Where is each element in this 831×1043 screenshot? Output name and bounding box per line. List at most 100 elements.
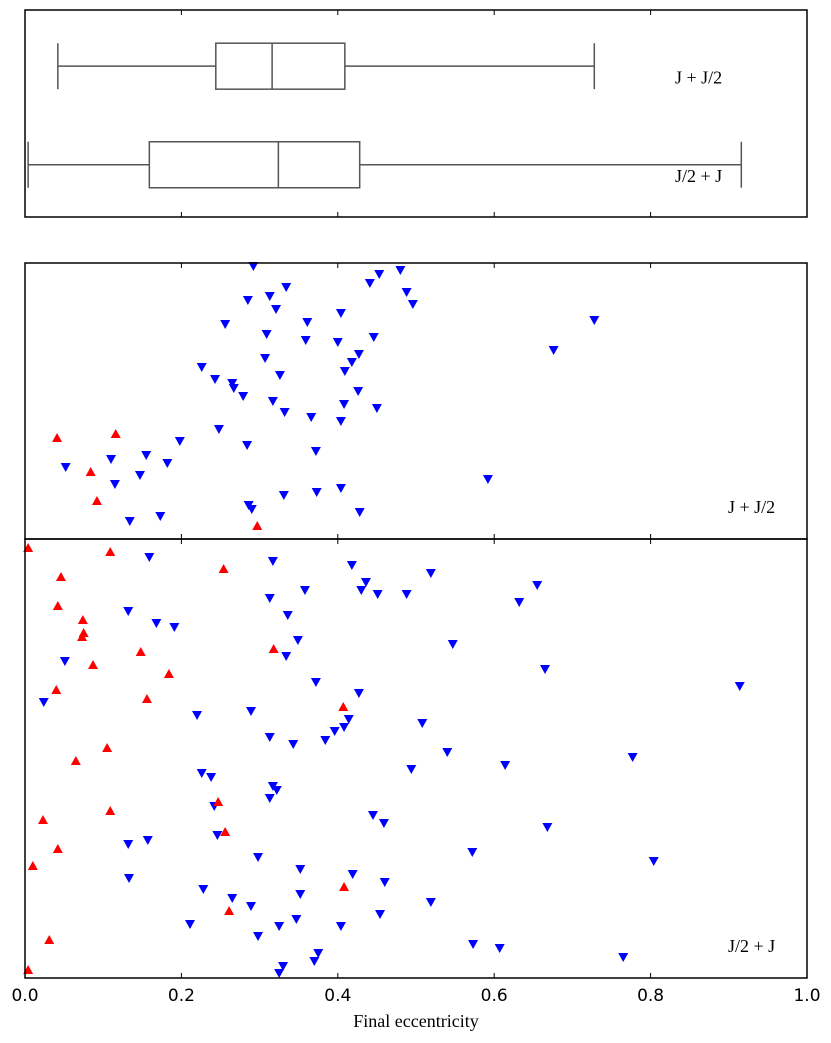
marker (252, 521, 263, 530)
marker (245, 902, 256, 911)
marker (212, 831, 223, 840)
marker (55, 572, 66, 581)
marker (248, 262, 259, 271)
marker (213, 797, 224, 806)
marker (210, 375, 221, 384)
marker (618, 953, 629, 962)
marker (627, 753, 638, 762)
marker (224, 906, 235, 915)
marker (196, 769, 207, 778)
marker (163, 669, 174, 678)
marker (268, 644, 279, 653)
marker (264, 794, 275, 803)
marker (335, 309, 346, 318)
marker (88, 660, 99, 669)
marker (274, 371, 285, 380)
marker (59, 657, 70, 666)
marker (253, 932, 264, 941)
marker (311, 488, 322, 497)
x-tick-label: 0.8 (637, 986, 664, 1006)
marker (155, 512, 166, 521)
marker (589, 316, 600, 325)
marker (395, 266, 406, 275)
marker (246, 505, 257, 514)
marker (468, 940, 479, 949)
marker (347, 870, 358, 879)
marker (274, 969, 285, 978)
marker (227, 379, 238, 388)
marker (482, 475, 493, 484)
marker (242, 441, 253, 450)
marker (51, 685, 62, 694)
marker (291, 915, 302, 924)
marker (467, 848, 478, 857)
marker (228, 384, 239, 393)
box (215, 42, 346, 90)
marker (123, 840, 134, 849)
marker (279, 408, 290, 417)
marker (105, 806, 116, 815)
marker (264, 733, 275, 742)
panel-frame (24, 538, 808, 979)
marker (302, 318, 313, 327)
marker (306, 413, 317, 422)
x-axis-label: Final eccentricity (353, 1011, 478, 1031)
marker (500, 761, 511, 770)
marker (196, 363, 207, 372)
marker (109, 480, 120, 489)
marker (206, 773, 217, 782)
marker (77, 632, 88, 641)
marker (335, 484, 346, 493)
marker (320, 736, 331, 745)
marker (134, 471, 145, 480)
marker (299, 586, 310, 595)
x-tick-label: 0.4 (324, 986, 351, 1006)
marker (494, 944, 505, 953)
marker (110, 429, 121, 438)
marker (425, 898, 436, 907)
marker (310, 678, 321, 687)
marker (367, 811, 378, 820)
marker (295, 890, 306, 899)
marker (425, 569, 436, 578)
marker (271, 786, 282, 795)
marker (52, 433, 63, 442)
marker (648, 857, 659, 866)
marker (278, 491, 289, 500)
marker (185, 920, 196, 929)
marker (253, 853, 264, 862)
marker (124, 517, 135, 526)
x-tick-label: 1.0 (793, 986, 820, 1006)
marker (548, 346, 559, 355)
marker (135, 647, 146, 656)
x-tick-label: 0.2 (168, 986, 195, 1006)
marker (213, 425, 224, 434)
marker (288, 740, 299, 749)
marker (343, 715, 354, 724)
marker (371, 404, 382, 413)
marker (44, 935, 55, 944)
marker (374, 270, 385, 279)
marker (70, 756, 81, 765)
marker (354, 508, 365, 517)
marker (353, 387, 364, 396)
marker (141, 451, 152, 460)
marker (85, 467, 96, 476)
marker (447, 640, 458, 649)
marker (198, 885, 209, 894)
marker (102, 743, 113, 752)
marker (417, 719, 428, 728)
marker (313, 949, 324, 958)
marker (105, 547, 116, 556)
marker (144, 553, 155, 562)
marker (142, 836, 153, 845)
marker (375, 910, 386, 919)
marker (106, 455, 117, 464)
marker (91, 496, 102, 505)
marker (267, 557, 278, 566)
marker (261, 330, 272, 339)
marker (540, 665, 551, 674)
marker (162, 459, 173, 468)
